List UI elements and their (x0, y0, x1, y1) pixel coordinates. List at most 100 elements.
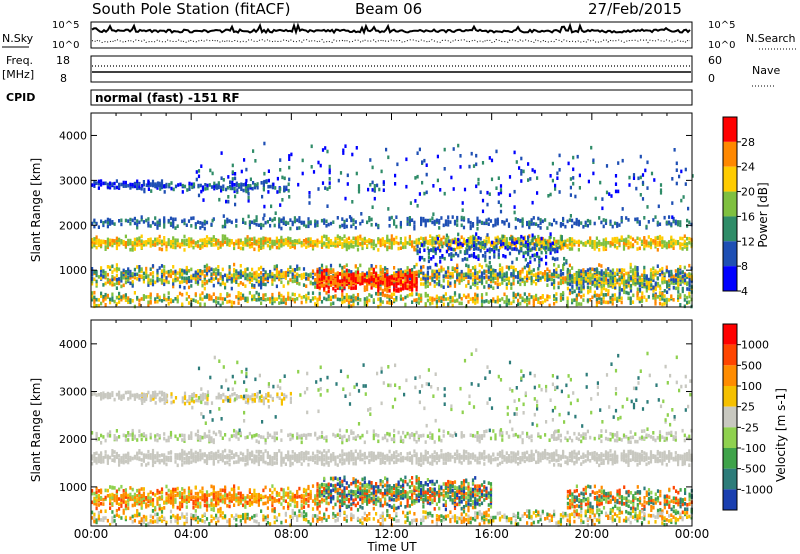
power-echo-cell (674, 276, 677, 281)
power-echo-cell (443, 147, 446, 152)
power-echo-cell (625, 279, 628, 284)
power-echo-cell (229, 186, 232, 191)
power-echo-cell (93, 180, 96, 184)
power-echo-cell (372, 246, 375, 251)
power-echo-cell (447, 274, 450, 279)
power-echo-cell (556, 176, 559, 180)
velocity-echo-cell (242, 456, 245, 460)
power-echo-cell (311, 281, 315, 286)
power-echo-cell (634, 282, 637, 287)
power-echo-cell (305, 272, 308, 276)
power-echo-cell (481, 209, 485, 214)
power-echo-cell (196, 269, 200, 273)
power-echo-cell (194, 280, 197, 285)
power-echo-cell (229, 184, 232, 189)
power-echo-cell (654, 236, 657, 240)
power-echo-cell (242, 220, 245, 224)
power-echo-cell (288, 165, 291, 170)
velocity-echo-cell (244, 458, 247, 463)
power-echo-cell (233, 262, 236, 267)
power-echo-cell (176, 238, 179, 243)
power-echo-cell (458, 293, 461, 297)
power-echo-cell (158, 234, 161, 239)
power-echo-cell (540, 257, 543, 262)
power-echo-cell (442, 285, 445, 289)
power-echo-cell (643, 284, 646, 289)
power-echo-cell (459, 241, 462, 246)
power-echo-cell (351, 152, 354, 157)
velocity-echo-cell (199, 449, 202, 453)
power-echo-cell (122, 182, 125, 187)
power-echo-cell (377, 292, 380, 297)
power-echo-cell (343, 280, 346, 285)
power-echo-cell (199, 302, 202, 306)
power-echo-cell (156, 182, 159, 186)
power-echo-cell (453, 280, 457, 284)
power-echo-cell (498, 298, 502, 302)
velocity-echo-cell (208, 451, 211, 456)
power-echo-cell (370, 264, 373, 268)
power-echo-cell (413, 276, 416, 280)
velocity-echo-cell (233, 460, 236, 465)
power-echo-cell (95, 279, 98, 284)
power-echo-cell (397, 278, 400, 283)
power-echo-cell (442, 241, 445, 246)
power-echo-cell (553, 302, 556, 306)
velocity-echo-cell (323, 454, 326, 458)
power-echo-cell (393, 287, 396, 292)
power-echo-cell (595, 236, 598, 241)
power-echo-cell (307, 241, 310, 246)
power-echo-cell (380, 169, 383, 174)
power-echo-cell (438, 298, 441, 303)
power-echo-cell (645, 285, 648, 290)
power-echo-cell (346, 173, 349, 178)
power-echo-cell (320, 243, 324, 247)
power-echo-cell (138, 302, 141, 307)
power-echo-cell (493, 251, 496, 256)
power-echo-cell (442, 297, 445, 302)
velocity-echo-cell (343, 461, 346, 465)
power-echo-cell (580, 281, 583, 285)
power-echo-cell (629, 265, 632, 270)
power-echo-cell (373, 187, 376, 191)
power-echo-cell (413, 247, 416, 252)
power-echo-cell (458, 275, 461, 280)
power-echo-cell (390, 281, 393, 286)
power-echo-cell (129, 281, 132, 286)
power-echo-cell (634, 278, 637, 283)
power-echo-cell (217, 272, 220, 276)
power-echo-cell (548, 240, 551, 245)
power-echo-cell (366, 271, 369, 275)
power-echo-cell (636, 287, 639, 292)
power-echo-cell (546, 272, 549, 276)
power-echo-cell (174, 297, 177, 301)
power-echo-cell (325, 268, 328, 272)
power-echo-cell (480, 277, 484, 282)
power-echo-cell (262, 267, 265, 272)
power-echo-cell (246, 273, 249, 277)
power-echo-cell (341, 292, 344, 297)
power-echo-cell (654, 281, 657, 286)
power-echo-cell (471, 224, 475, 228)
power-echo-cell (586, 285, 589, 290)
power-echo-cell (573, 298, 576, 302)
power-echo-cell (519, 218, 522, 223)
power-echo-cell (332, 295, 335, 299)
power-echo-cell (496, 272, 499, 276)
power-echo-cell (553, 218, 556, 223)
velocity-echo-cell (323, 457, 326, 462)
velocity-echo-cell (104, 454, 107, 458)
power-echo-cell (469, 224, 472, 229)
power-echo-cell (372, 270, 375, 274)
power-echo-cell (422, 216, 425, 221)
station-title: South Pole Station (fitACF) (92, 0, 290, 18)
power-echo-cell (151, 271, 155, 275)
power-echo-cell (248, 291, 251, 295)
velocity-echo-cell (181, 459, 184, 463)
power-echo-cell (439, 188, 442, 192)
power-echo-cell (638, 276, 642, 280)
power-echo-cell (341, 300, 344, 305)
power-echo-cell (136, 277, 139, 281)
power-echo-cell (488, 156, 491, 160)
power-echo-cell (95, 273, 98, 278)
